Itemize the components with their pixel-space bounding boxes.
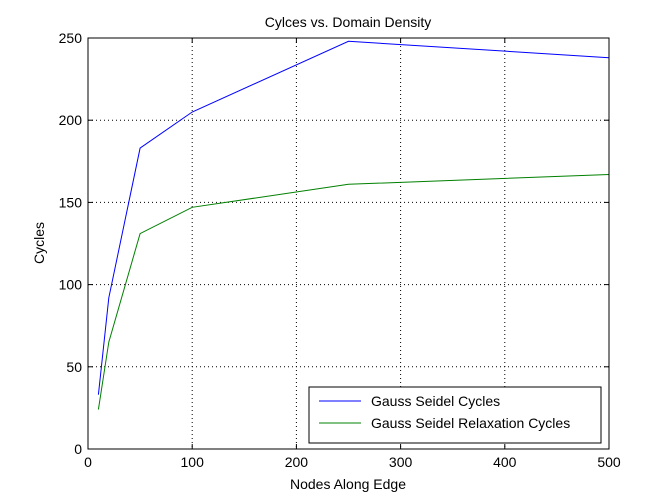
y-tick-label: 0 bbox=[74, 441, 82, 457]
series-line-0 bbox=[97, 40, 610, 395]
x-tick-label: 400 bbox=[493, 454, 517, 470]
axes-box bbox=[87, 37, 610, 450]
legend-label: Gauss Seidel Relaxation Cycles bbox=[371, 415, 570, 431]
y-tick-label: 100 bbox=[59, 277, 83, 293]
grid-lines bbox=[88, 38, 609, 449]
y-tick-label: 250 bbox=[59, 30, 83, 46]
x-tick-label: 300 bbox=[389, 454, 413, 470]
legend-box bbox=[308, 386, 602, 444]
legend: Gauss Seidel Cycles Gauss Seidel Relaxati… bbox=[308, 386, 602, 444]
x-tick-label: 500 bbox=[597, 454, 621, 470]
series-line-1 bbox=[97, 174, 610, 410]
axis-ticks: 0 100 200 300 400 500 0 50 100 150 200 250 bbox=[59, 30, 621, 470]
y-tick-label: 50 bbox=[66, 359, 82, 375]
x-tick-label: 200 bbox=[285, 454, 309, 470]
y-tick-label: 200 bbox=[59, 112, 83, 128]
legend-label: Gauss Seidel Cycles bbox=[371, 393, 500, 409]
plot-area bbox=[88, 38, 609, 449]
y-axis-label: Cycles bbox=[31, 222, 47, 264]
y-tick-label: 150 bbox=[59, 194, 83, 210]
x-axis-label: Nodes Along Edge bbox=[290, 476, 406, 492]
series-lines bbox=[97, 40, 610, 410]
x-tick-label: 0 bbox=[84, 454, 92, 470]
chart-title: Cylces vs. Domain Density bbox=[265, 14, 432, 30]
x-tick-label: 100 bbox=[181, 454, 205, 470]
